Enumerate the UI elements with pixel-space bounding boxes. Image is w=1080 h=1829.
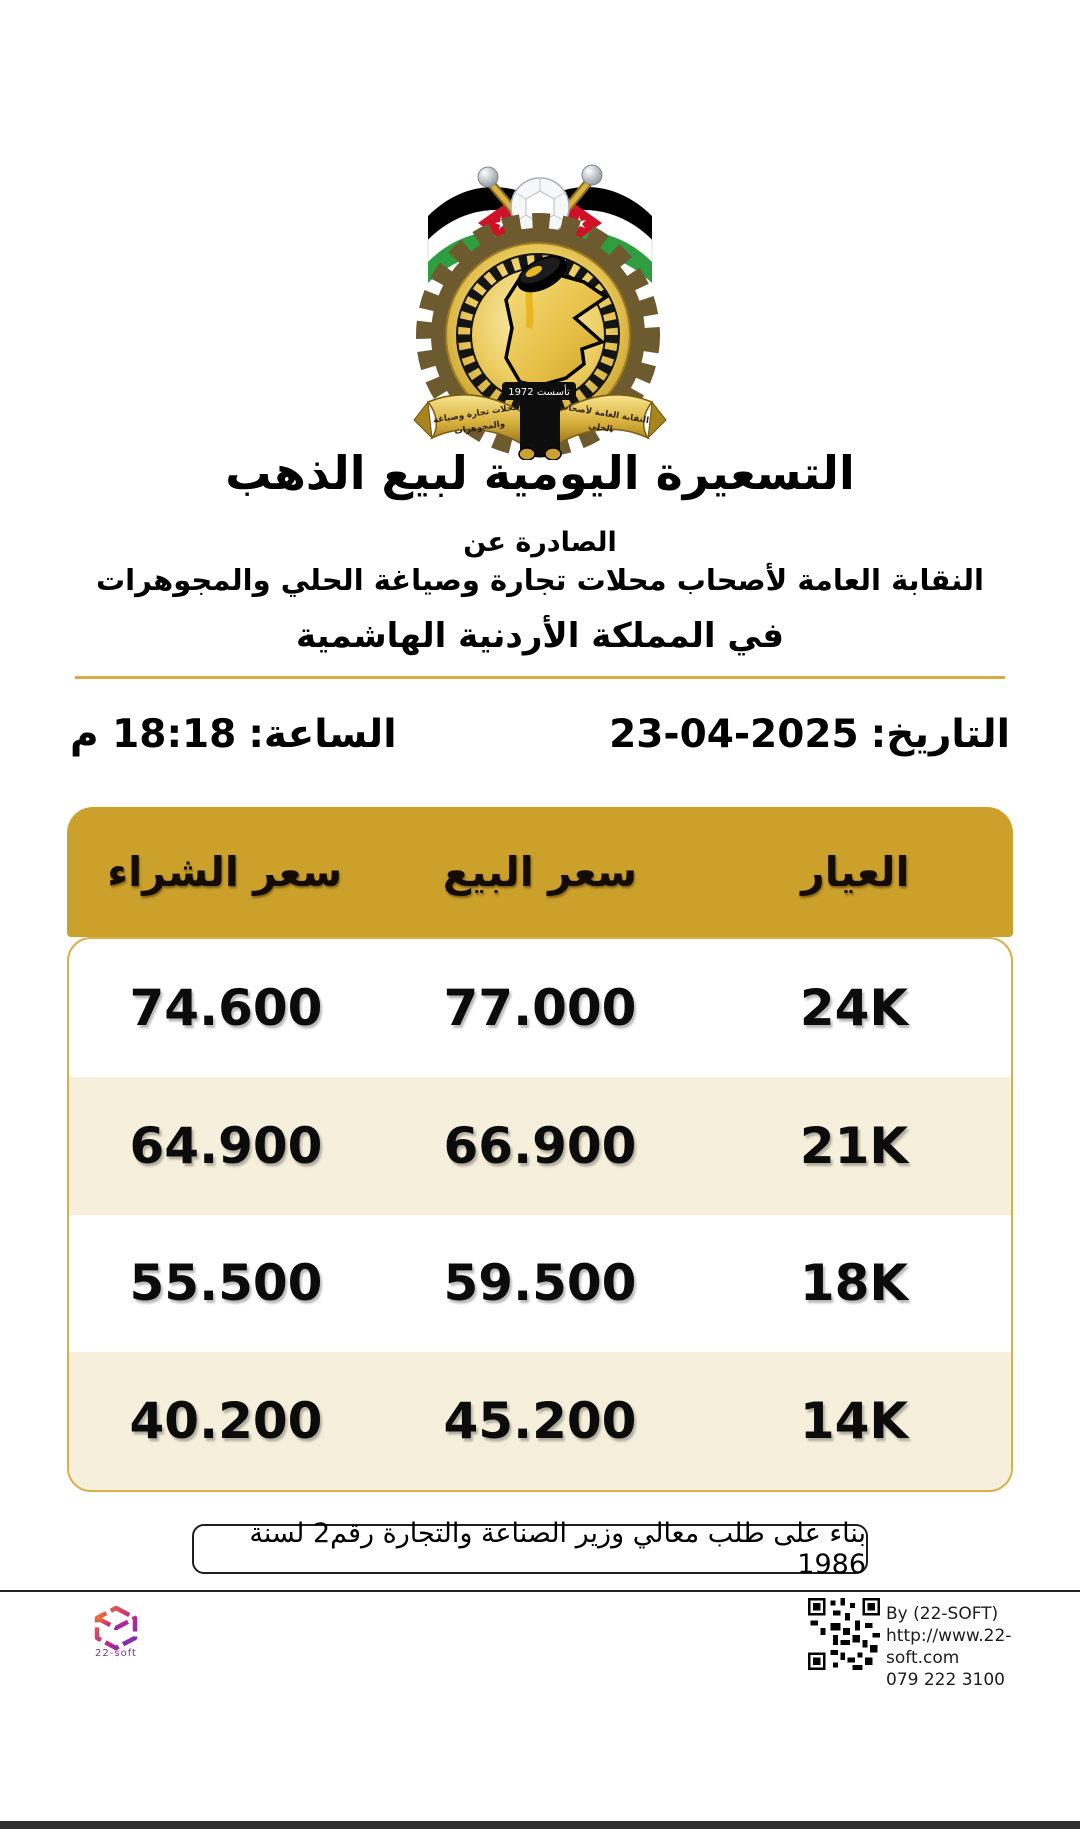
price-table-header: العيار سعر البيع سعر الشراء [67,807,1013,937]
sell-price-value: 77.000 [443,978,637,1037]
page-title: التسعيرة اليومية لبيع الذهب [225,446,855,500]
table-row-21k: 21K 66.900 64.900 [69,1076,1011,1215]
issued-by-text: الصادرة عن [463,527,617,558]
gold-divider [75,676,1005,679]
established-text: تأسست 1972 [508,384,570,398]
datetime-row: التاريخ: 23-04-2025 الساعة: 18:18 م [70,712,1010,757]
buy-price-value: 55.500 [129,1254,323,1313]
ribbon-banner: محلات تجارة وصياغة والمجوهرات النقابة ال… [413,394,667,460]
crucible-icon [517,255,567,329]
legal-note-box: بناء على طلب معالي وزير الصناعة والتجارة… [192,1518,868,1580]
time-value: 18:18 م [70,712,237,757]
karat-value: 14K [799,1392,909,1451]
country-text: في المملكة الأردنية الهاشمية [295,616,785,656]
legal-note-text: بناء على طلب معالي وزير الصناعة والتجارة… [249,1518,866,1580]
bottom-edge-bar [0,1821,1080,1829]
date-field: التاريخ: 23-04-2025 [609,712,1010,757]
qr-code-icon [808,1598,880,1670]
sell-price-value: 59.500 [443,1254,637,1313]
table-row-18k: 18K 59.500 55.500 [69,1215,1011,1353]
time-field: الساعة: 18:18 م [70,712,397,757]
sell-price-value: 45.200 [443,1392,637,1451]
organization-name: النقابة العامة لأصحاب محلات تجارة وصياغة… [96,563,984,597]
date-value: 23-04-2025 [609,712,859,757]
column-karat: العيار [801,848,910,896]
date-label: التاريخ: [870,712,1010,757]
buy-price-value: 40.200 [129,1392,323,1451]
karat-value: 18K [799,1254,909,1313]
table-row-14k: 14K 45.200 40.200 [69,1352,1011,1490]
karat-value: 24K [799,978,909,1037]
footer-contact-block: By (22-SOFT) http://www.22-soft.com 079 … [886,1603,1076,1691]
22soft-cube-logo-icon [94,1605,138,1651]
karat-value: 21K [799,1116,909,1175]
buy-price-value: 74.600 [129,978,323,1037]
footer-website-text: http://www.22-soft.com [886,1626,1012,1668]
table-row-24k: 24K 77.000 74.600 [69,939,1011,1077]
buy-price-value: 64.900 [129,1116,323,1175]
footer-by-text: By (22-SOFT) [886,1604,999,1624]
footer-phone-text: 079 222 3100 [886,1670,1005,1690]
sell-price-value: 66.900 [443,1116,637,1175]
syndicate-emblem-logo: تأسست 1972 محلات تجارة وصياغة والمجوهرات… [413,164,667,460]
column-buy-price: سعر الشراء [107,848,343,896]
footer-divider [0,1590,1080,1592]
22soft-brand-label: 22-soft [95,1648,137,1659]
time-label: الساعة: [248,712,397,757]
ribbon-right-text-2: الحلي [588,421,614,435]
established-banner: تأسست 1972 [502,382,576,400]
column-sell-price: سعر البيع [442,848,638,896]
price-table-body: 24K 77.000 74.600 21K 66.900 64.900 18K … [67,937,1013,1492]
